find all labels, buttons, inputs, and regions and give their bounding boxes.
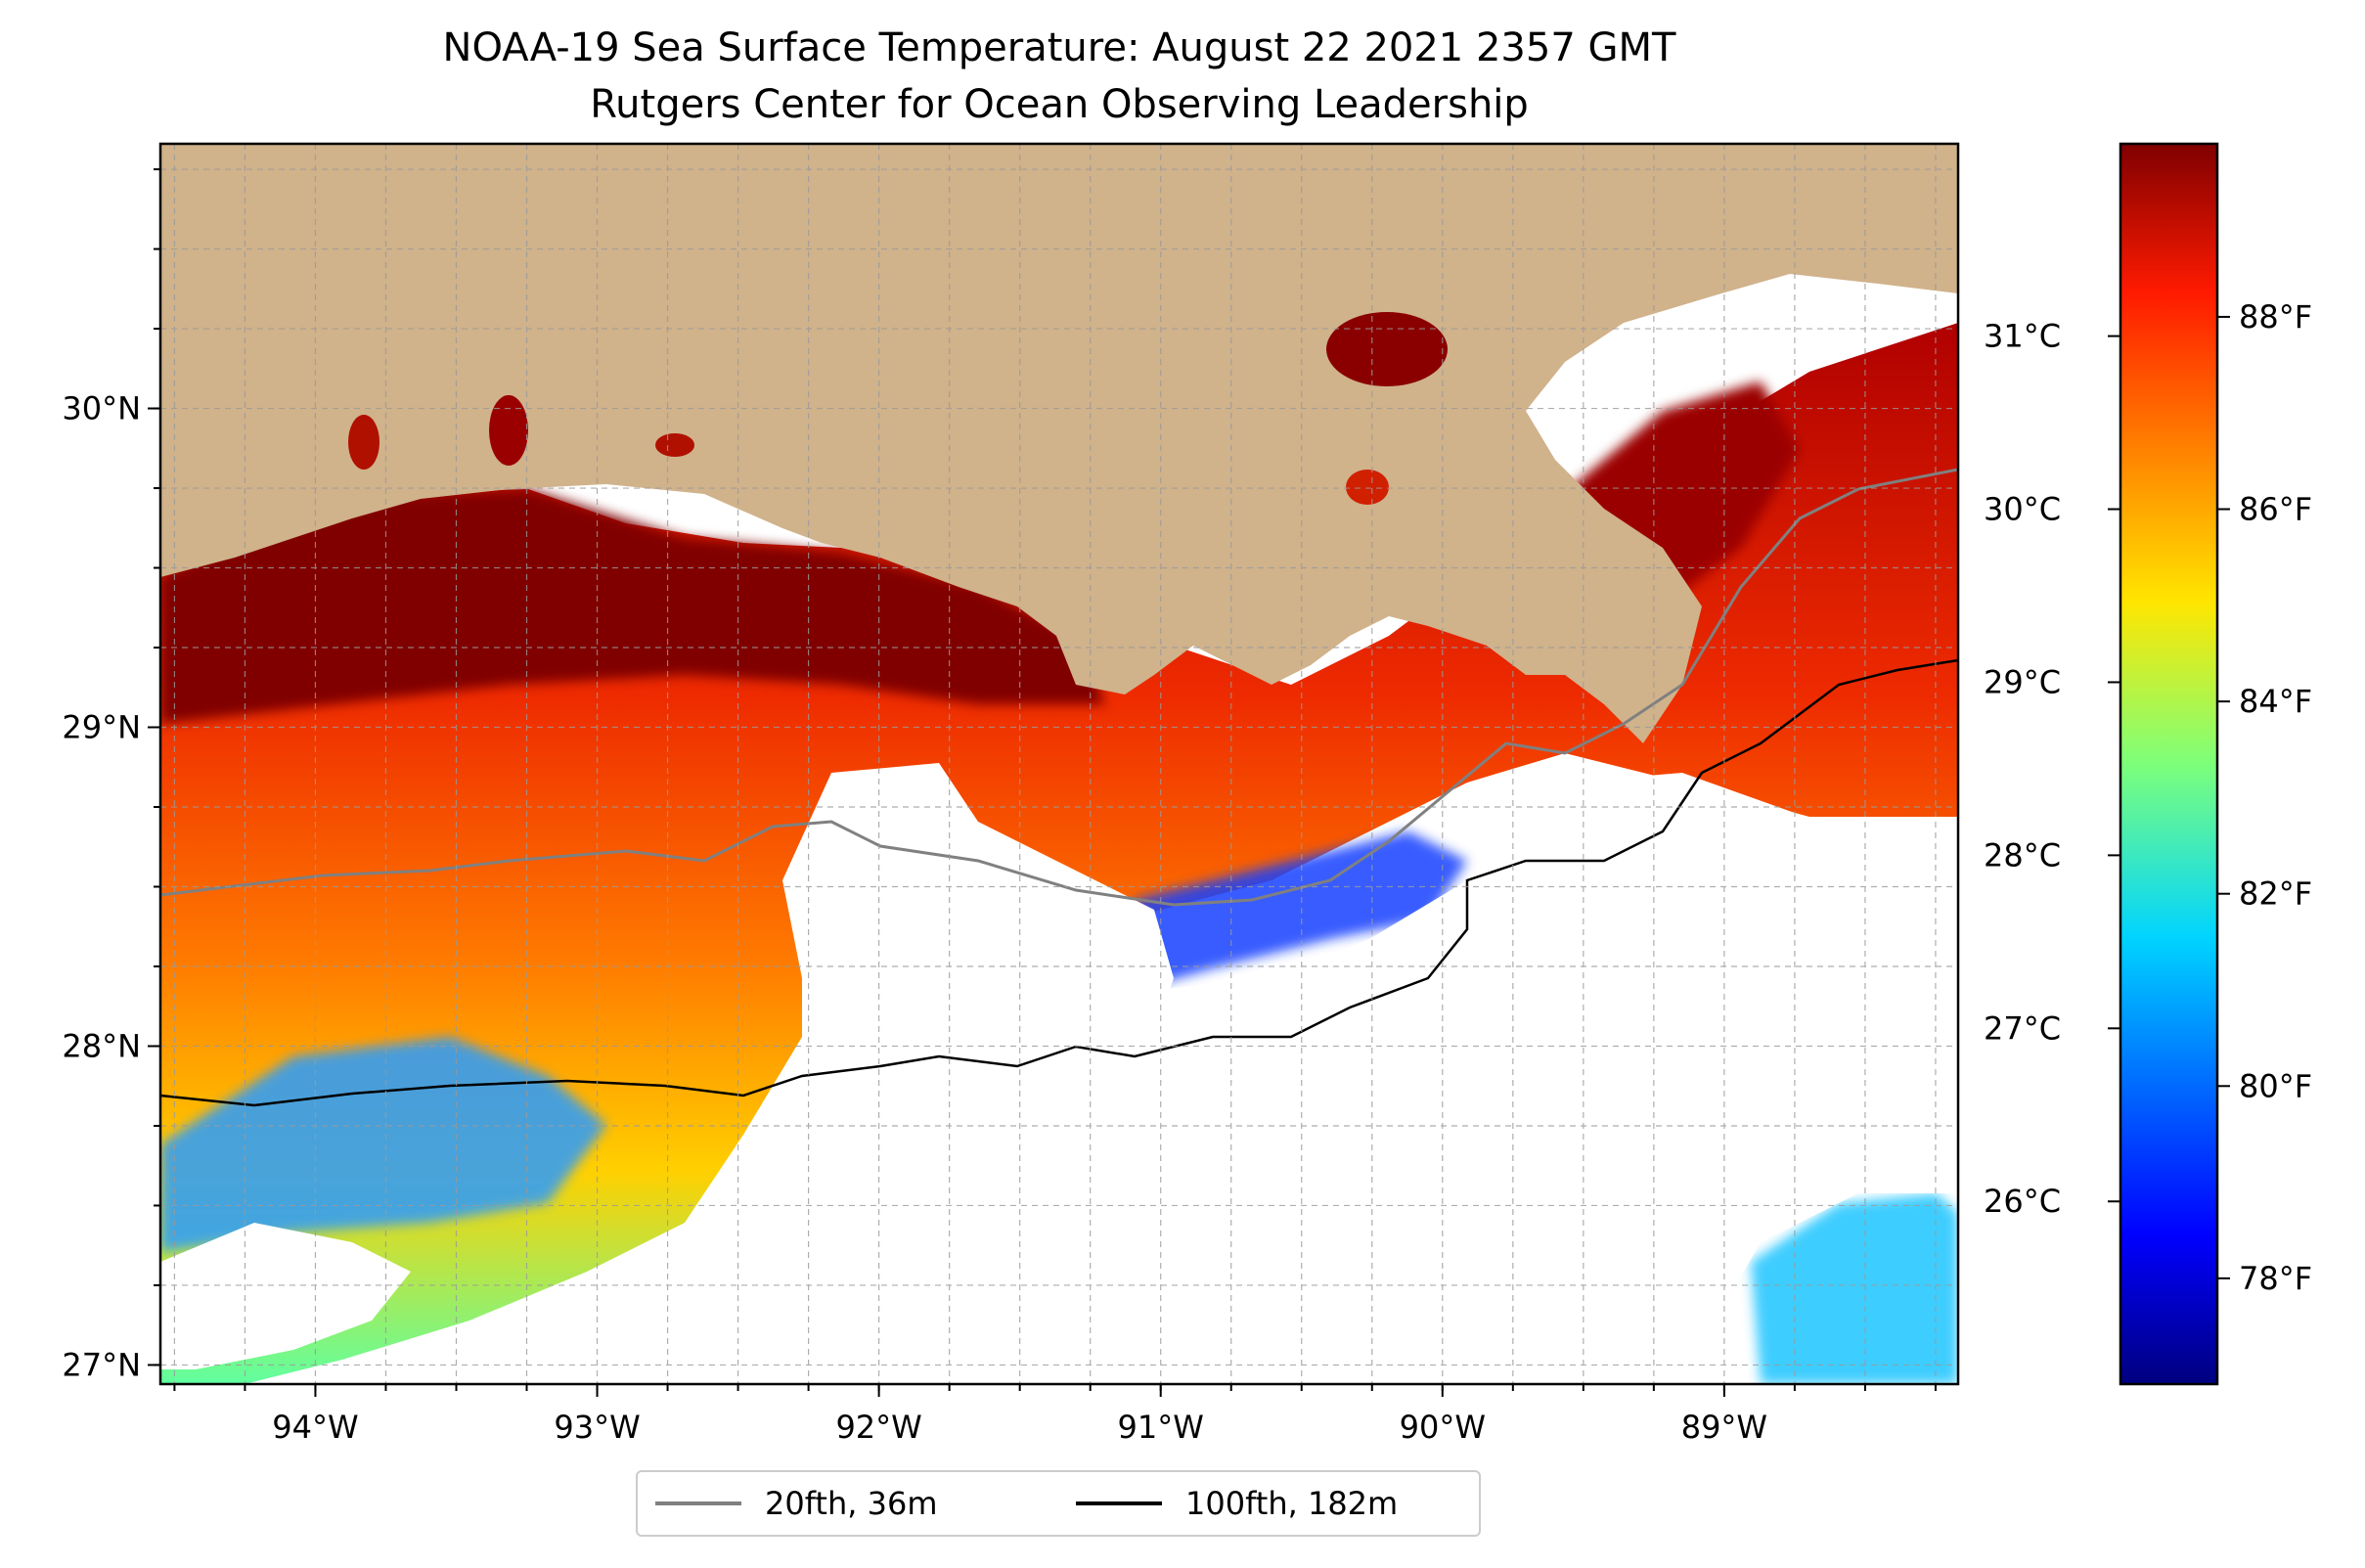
lat-tick-label: 30°N <box>62 390 141 427</box>
isobath-legend: 20fth, 36m 100fth, 182m <box>636 1470 1481 1537</box>
lake-calcasieu <box>348 415 379 470</box>
latitude-axis: 30°N 29°N 28°N 27°N <box>62 168 160 1383</box>
colorbar-c-label: 27°C <box>1984 1009 2061 1047</box>
colorbar-f-label: 80°F <box>2239 1067 2312 1104</box>
map-gridlines <box>160 144 1958 1384</box>
legend-item-20fth: 20fth, 36m <box>655 1484 937 1523</box>
map-subtitle: Rutgers Center for Ocean Observing Leade… <box>590 82 1529 127</box>
colorbar-c-label: 30°C <box>1984 491 2061 528</box>
map-title: NOAA-19 Sea Surface Temperature: August … <box>442 25 1676 70</box>
land-louisiana <box>160 144 1958 743</box>
lat-tick-label: 29°N <box>62 709 141 746</box>
isobath-100fth <box>160 658 1958 1107</box>
lon-tick-label: 90°W <box>1400 1409 1486 1446</box>
longitude-axis: 94°W 93°W 92°W 91°W 90°W 89°W <box>173 1384 1937 1446</box>
legend-item-100fth: 100fth, 182m <box>1076 1484 1398 1523</box>
lake-salvador <box>1346 470 1389 505</box>
colorbar-c-label: 28°C <box>1984 836 2061 874</box>
colorbar-f-label: 88°F <box>2239 298 2312 336</box>
cloud-mask-south <box>509 773 1958 1384</box>
isobath-20fth <box>160 468 1958 907</box>
legend-label-100fth: 100fth, 182m <box>1185 1485 1399 1522</box>
colorbar-f-label: 78°F <box>2239 1260 2312 1297</box>
lon-tick-label: 89°W <box>1681 1409 1767 1446</box>
map-frame <box>158 142 1960 1386</box>
colorbar-f-label: 86°F <box>2239 491 2312 528</box>
cloud-mask-sw <box>160 1223 411 1369</box>
colorbar-c-label: 31°C <box>1984 318 2061 355</box>
colorbar-f-label: 84°F <box>2239 683 2312 720</box>
colorbar-celsius-axis: 26°C 27°C 28°C 29°C 30°C 31°C <box>1984 318 2120 1220</box>
colorbar-c-label: 29°C <box>1984 663 2061 700</box>
lat-tick-label: 28°N <box>62 1027 141 1064</box>
colorbar-c-label: 26°C <box>1984 1183 2061 1220</box>
colorbar-fahrenheit-axis: 78°F 80°F 82°F 84°F 86°F 88°F <box>2217 298 2312 1297</box>
legend-swatch-20fth <box>655 1501 741 1505</box>
colorbar-f-label: 82°F <box>2239 875 2312 913</box>
sst-cool-patch-west <box>160 1037 606 1252</box>
lon-tick-label: 94°W <box>272 1409 358 1446</box>
legend-label-20fth: 20fth, 36m <box>765 1485 938 1522</box>
lake-white <box>655 433 694 457</box>
sst-cool-patch-mid <box>1135 831 1467 988</box>
lon-tick-label: 93°W <box>554 1409 640 1446</box>
lake-pontchartrain <box>1326 312 1448 386</box>
sst-hot-nearshore <box>160 489 1105 724</box>
lon-tick-label: 91°W <box>1118 1409 1204 1446</box>
lon-tick-label: 92°W <box>835 1409 921 1446</box>
lat-tick-label: 27°N <box>62 1346 141 1383</box>
colorbar <box>2119 142 2219 1386</box>
lake-grand <box>489 395 528 466</box>
legend-swatch-100fth <box>1076 1501 1162 1505</box>
sst-cool-patch-se <box>1751 1193 1958 1384</box>
